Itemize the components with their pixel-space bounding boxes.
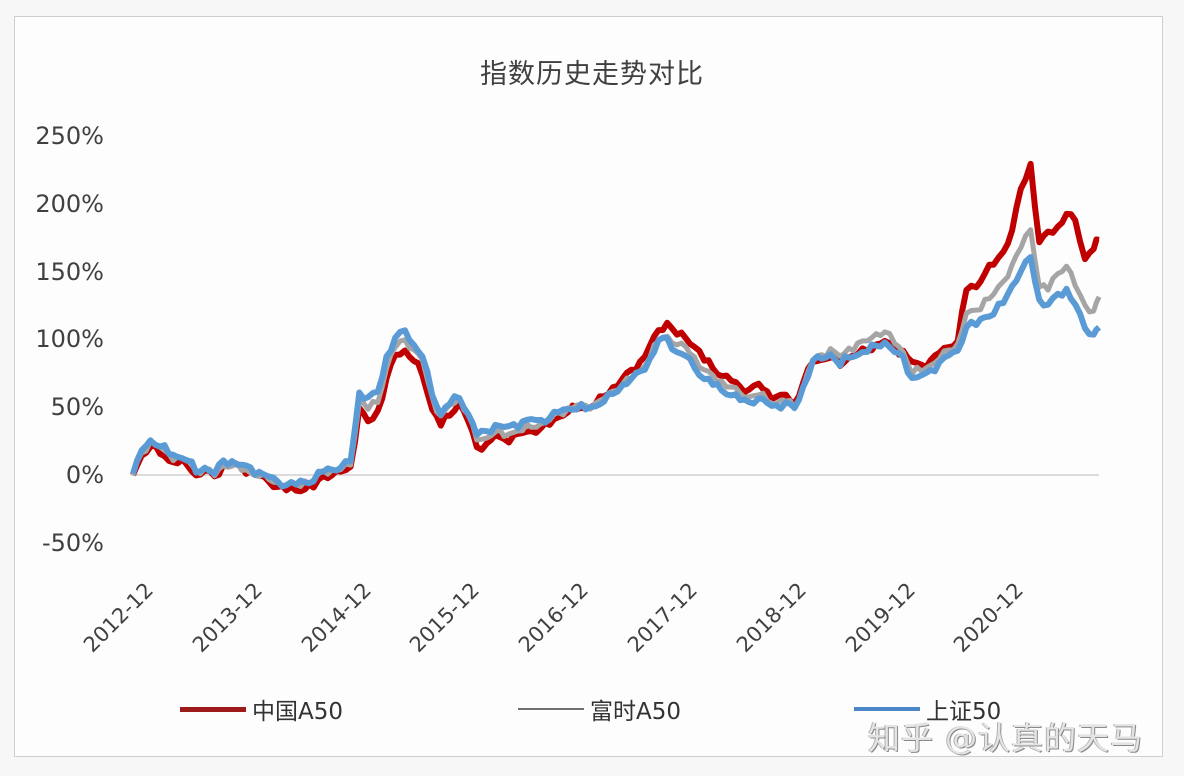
legend-item-ftse-a50[interactable]: 富时A50 (518, 694, 682, 725)
legend-label: 富时A50 (590, 699, 682, 725)
legend-swatch-china-a50-icon (180, 706, 246, 712)
y-tick-label: 250% (35, 122, 104, 150)
series-line-ftse-a50 (130, 227, 1102, 489)
series-lines (130, 160, 1102, 495)
chart-title: 指数历史走势对比 (480, 59, 704, 90)
legend-label: 上证50 (926, 699, 1002, 725)
y-tick-label: 50% (50, 393, 104, 422)
y-tick-label: 150% (35, 257, 104, 286)
y-tick-label: 0% (65, 461, 104, 489)
watermark: 知乎 @认真的天马 (868, 719, 1144, 757)
y-tick-label: 100% (35, 325, 104, 354)
legend-label: 中国A50 (252, 699, 344, 725)
series-line-sse50 (130, 254, 1102, 490)
legend-swatch-sse50-icon (854, 707, 920, 711)
y-tick-label: -50% (41, 528, 104, 557)
legend-swatch-ftse-a50-icon (518, 708, 584, 710)
legend-item-sse50[interactable]: 上证50 (854, 694, 1002, 725)
chart-frame (14, 16, 1163, 757)
series-line-china-a50 (130, 160, 1100, 495)
y-tick-label: 200% (35, 189, 104, 218)
legend-item-china-a50[interactable]: 中国A50 (180, 694, 344, 725)
